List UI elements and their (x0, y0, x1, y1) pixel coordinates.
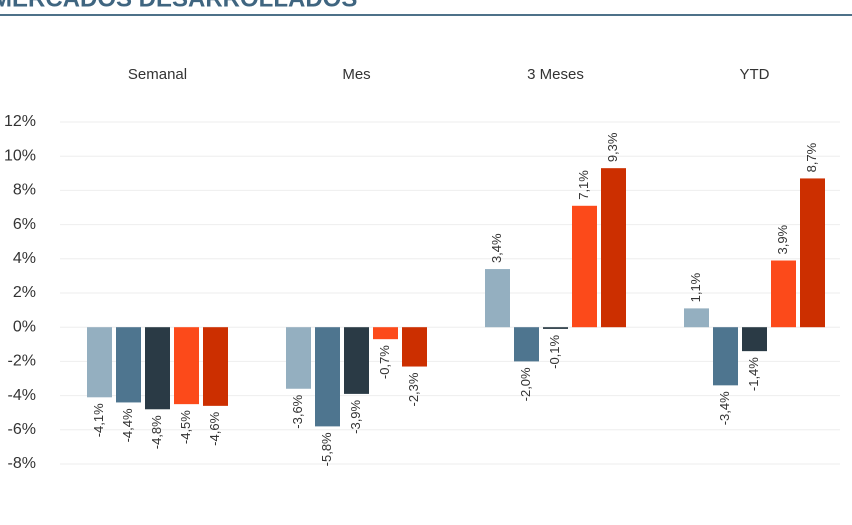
y-tick-label: 6% (13, 216, 36, 233)
value-label: -2,0% (518, 367, 533, 401)
value-label: -3,4% (717, 391, 732, 425)
bar (485, 269, 510, 328)
y-tick-label: 12% (4, 113, 36, 130)
y-tick-label: 0% (13, 318, 36, 335)
value-label: 7,1% (576, 170, 591, 200)
bar (684, 308, 709, 328)
value-label: -4,1% (91, 403, 106, 437)
y-tick-label: 8% (13, 182, 36, 199)
value-label: -3,6% (290, 394, 305, 428)
value-label: -0,1% (547, 334, 562, 368)
y-tick-label: -8% (8, 455, 36, 472)
chart-title: MERCADOS DESARROLLADOS (0, 0, 357, 12)
value-label: -4,4% (120, 408, 135, 442)
bar (771, 260, 796, 328)
bar (174, 327, 199, 405)
bar (543, 327, 568, 329)
y-tick-label: 2% (13, 284, 36, 301)
bar (286, 327, 311, 389)
category-label: Mes (342, 66, 370, 83)
bar (713, 327, 738, 386)
bar (145, 327, 170, 410)
bar (572, 205, 597, 328)
y-tick-label: -2% (8, 353, 36, 370)
value-label: -3,9% (348, 399, 363, 433)
y-tick-label: -6% (8, 421, 36, 438)
value-label: -2,3% (406, 372, 421, 406)
value-label: 3,9% (775, 224, 790, 254)
value-label: -4,8% (149, 415, 164, 449)
title-rule (0, 14, 852, 16)
bar (315, 327, 340, 427)
value-label: -4,5% (178, 410, 193, 444)
bar (344, 327, 369, 394)
bar (514, 327, 539, 362)
bar (601, 168, 626, 328)
bar (800, 178, 825, 328)
value-label: 9,3% (605, 132, 620, 162)
bar (402, 327, 427, 367)
value-label: 3,4% (489, 233, 504, 263)
value-label: 1,1% (688, 272, 703, 302)
y-tick-label: 4% (13, 250, 36, 267)
value-label: -0,7% (377, 345, 392, 379)
y-tick-label: -4% (8, 387, 36, 404)
value-label: -1,4% (746, 357, 761, 391)
bar (116, 327, 141, 403)
value-label: 8,7% (804, 142, 819, 172)
y-tick-label: 10% (4, 147, 36, 164)
bar (87, 327, 112, 398)
bar (373, 327, 398, 340)
category-label: YTD (740, 66, 770, 83)
bar (203, 327, 228, 406)
bar (742, 327, 767, 352)
value-label: -4,6% (207, 411, 222, 445)
value-label: -5,8% (319, 432, 334, 466)
category-label: Semanal (128, 66, 187, 83)
category-label: 3 Meses (527, 66, 584, 83)
